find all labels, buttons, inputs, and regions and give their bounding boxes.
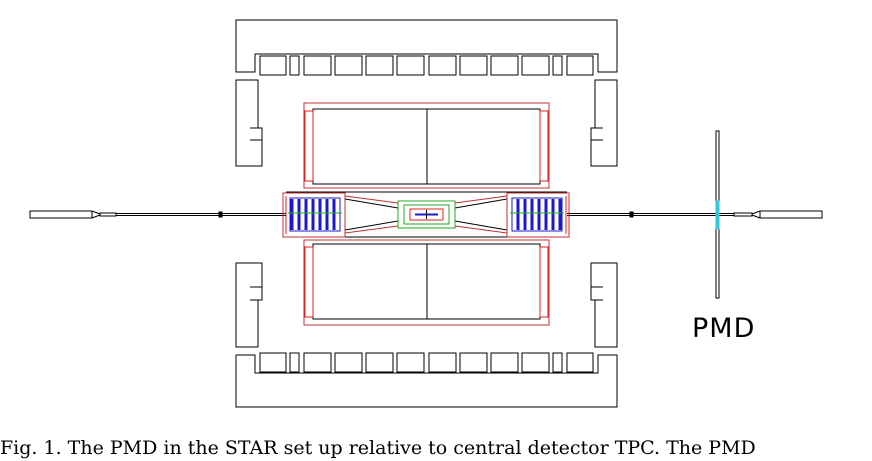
tpc-upper-half [303, 102, 550, 189]
magnet-yoke-top [235, 19, 618, 76]
pole-tip-upper-right [590, 79, 618, 167]
magnet-yoke-bottom [235, 352, 618, 408]
pmd-detector-plane [715, 130, 720, 299]
pole-tip-upper-left [235, 79, 263, 167]
endcap-module-left [282, 192, 346, 238]
figure-caption: Fig. 1. The PMD in the STAR set up relat… [0, 437, 756, 459]
pole-tip-lower-right [590, 262, 618, 348]
pole-tip-lower-left [235, 262, 263, 348]
beam-pipe [29, 210, 823, 219]
pmd-label: PMD [692, 313, 756, 344]
tpc-lower-half [303, 239, 550, 326]
endcap-module-right [506, 192, 570, 238]
